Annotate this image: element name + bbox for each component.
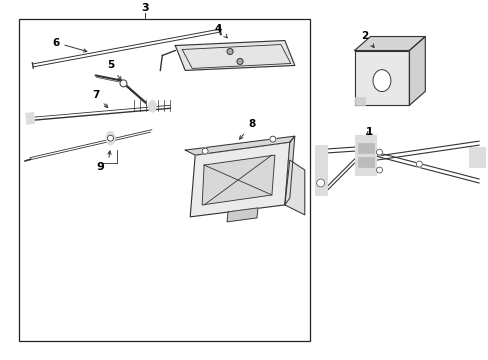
Bar: [468, 147, 484, 167]
Bar: [314, 145, 326, 195]
Polygon shape: [185, 136, 294, 155]
Circle shape: [415, 161, 422, 167]
Text: 4: 4: [214, 24, 227, 38]
Text: 1: 1: [365, 127, 372, 137]
Bar: [26, 112, 35, 124]
Ellipse shape: [372, 70, 390, 91]
Polygon shape: [190, 142, 289, 217]
Circle shape: [376, 149, 382, 155]
Circle shape: [376, 167, 382, 173]
Circle shape: [202, 148, 208, 154]
Bar: [19, 19, 309, 341]
Bar: [354, 135, 376, 175]
Polygon shape: [285, 136, 294, 205]
Circle shape: [107, 135, 113, 141]
Polygon shape: [202, 155, 274, 205]
Polygon shape: [354, 37, 425, 50]
Text: 9: 9: [97, 162, 104, 172]
Bar: [357, 157, 373, 167]
Polygon shape: [175, 41, 294, 71]
Text: 7: 7: [92, 90, 107, 108]
Circle shape: [226, 49, 233, 54]
Text: 2: 2: [360, 31, 373, 48]
Circle shape: [269, 136, 275, 142]
Circle shape: [237, 58, 243, 64]
Circle shape: [316, 179, 324, 187]
Bar: [354, 97, 364, 105]
Ellipse shape: [148, 100, 156, 112]
Text: 6: 6: [52, 37, 87, 52]
Text: 8: 8: [239, 119, 255, 139]
Polygon shape: [285, 160, 304, 215]
Polygon shape: [354, 50, 408, 105]
Polygon shape: [226, 208, 258, 222]
Ellipse shape: [106, 131, 115, 145]
Bar: [357, 143, 373, 153]
Polygon shape: [408, 37, 425, 105]
Circle shape: [120, 80, 127, 87]
Text: 5: 5: [107, 60, 121, 80]
Text: 3: 3: [142, 3, 149, 13]
